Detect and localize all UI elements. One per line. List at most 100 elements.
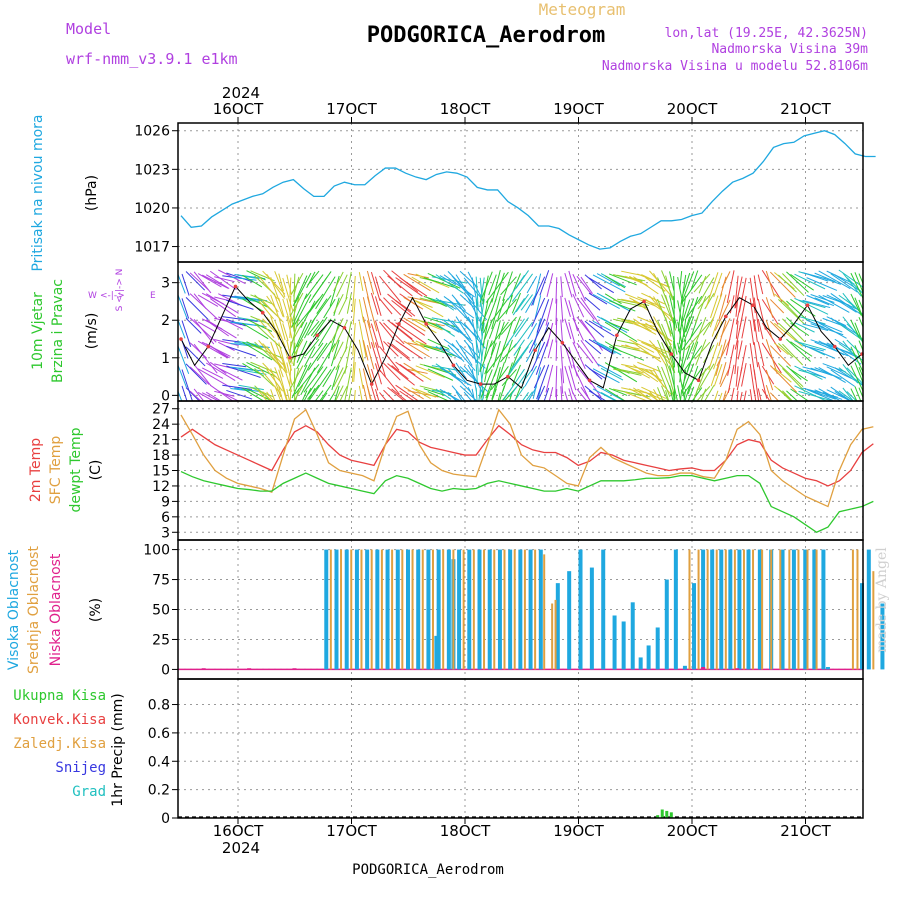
cloud-bar-2 bbox=[247, 668, 252, 670]
wind-barb bbox=[286, 315, 293, 339]
wind-barb bbox=[258, 339, 283, 369]
wind-barb bbox=[333, 367, 344, 387]
wind-barb bbox=[485, 271, 509, 303]
wind-barb bbox=[629, 388, 650, 400]
wind-barb bbox=[798, 369, 823, 378]
wind-barb bbox=[511, 364, 521, 386]
wind-barb bbox=[854, 322, 863, 345]
wind-barb bbox=[753, 342, 759, 368]
wind-barb bbox=[657, 365, 671, 398]
wind-barb bbox=[608, 346, 645, 361]
wind-barb bbox=[850, 365, 863, 393]
wind-barb bbox=[600, 343, 622, 356]
wind-barb bbox=[576, 275, 593, 296]
wind-barb bbox=[439, 275, 457, 286]
wind-barb bbox=[858, 273, 863, 285]
wind-barb bbox=[814, 272, 836, 283]
cloud-bar-1 bbox=[360, 549, 363, 670]
wind-barb bbox=[391, 322, 413, 340]
wind-barb bbox=[806, 294, 830, 306]
wind-barb bbox=[289, 277, 292, 298]
wind-barb bbox=[854, 272, 863, 294]
wind-barb bbox=[282, 387, 288, 401]
wind-barb bbox=[489, 321, 509, 348]
y-tick-label: 6 bbox=[161, 510, 170, 526]
wind-barb bbox=[588, 338, 614, 355]
cloud-bar-0 bbox=[578, 549, 583, 670]
cloud-bar-0 bbox=[354, 549, 359, 670]
wind-barb bbox=[415, 365, 445, 378]
wind-barb bbox=[830, 369, 855, 387]
cloud-bar-1 bbox=[554, 599, 557, 670]
wind-barb bbox=[782, 273, 805, 297]
wind-barb bbox=[197, 391, 215, 401]
wind-barb bbox=[703, 344, 715, 364]
wind-barb bbox=[467, 344, 479, 364]
wind-barb bbox=[604, 293, 622, 305]
wind-barb bbox=[521, 392, 529, 401]
wind-axis-unit: (m/s) bbox=[84, 313, 100, 350]
wind-barb bbox=[209, 361, 227, 375]
y-tick-label: 1026 bbox=[134, 124, 170, 140]
wind-barb bbox=[572, 341, 586, 369]
model-label: Model bbox=[66, 20, 111, 38]
wind-barb bbox=[479, 316, 483, 339]
wind-barb bbox=[729, 295, 735, 314]
cloud-bar-0 bbox=[518, 549, 523, 670]
wind-barb bbox=[515, 293, 529, 313]
wind-barb bbox=[669, 365, 678, 401]
wind-barb bbox=[311, 295, 332, 324]
wind-barb bbox=[185, 317, 202, 334]
wind-speed-point bbox=[832, 344, 837, 349]
wind-barb bbox=[657, 339, 672, 374]
precip-axis-unit: 1hr Precip (mm) bbox=[110, 693, 126, 806]
wind-barb bbox=[778, 343, 794, 358]
wind-barb bbox=[471, 277, 479, 311]
wind-barb bbox=[686, 341, 699, 374]
wind-barb bbox=[769, 345, 792, 367]
footer-station-label: PODGORICA_Aerodrom bbox=[352, 862, 504, 878]
cloud-bar-1 bbox=[697, 549, 700, 670]
wind-speed-point bbox=[669, 352, 674, 356]
wind-barb bbox=[818, 367, 846, 383]
cloud-bar-0 bbox=[719, 549, 724, 670]
wind-barb bbox=[514, 317, 529, 338]
wind-barb bbox=[270, 341, 284, 378]
wind-barb bbox=[496, 298, 517, 322]
wind-barb bbox=[850, 319, 861, 339]
wind-barb bbox=[282, 362, 293, 392]
wind-barb bbox=[506, 318, 525, 346]
x-tick-label: 16OCT bbox=[213, 100, 264, 118]
wind-barb bbox=[509, 369, 529, 398]
wind-barb bbox=[798, 299, 826, 309]
wind-barb bbox=[722, 390, 727, 401]
wind-barb bbox=[178, 345, 190, 375]
wind-barb bbox=[657, 298, 673, 335]
wind-barb bbox=[197, 368, 231, 388]
cloud-bar-0 bbox=[324, 549, 329, 670]
wind-barb bbox=[391, 388, 408, 401]
wind-barb bbox=[258, 275, 278, 300]
wind-barb bbox=[289, 338, 304, 364]
wind-barb bbox=[572, 317, 584, 341]
cloud-bar-1 bbox=[706, 549, 709, 670]
wind-barb bbox=[735, 366, 739, 387]
panel-frame bbox=[177, 678, 864, 819]
wind-barb bbox=[560, 295, 564, 323]
coords-label: lon,lat (19.25E, 42.3625N) bbox=[665, 26, 869, 41]
wind-barb bbox=[439, 320, 460, 333]
wind-barb bbox=[665, 275, 674, 301]
wind-barb bbox=[555, 389, 558, 401]
cloud-bar-2 bbox=[701, 667, 706, 670]
wind-barb bbox=[370, 342, 381, 373]
wind-barb bbox=[515, 270, 529, 289]
wind-barb bbox=[451, 365, 469, 386]
cloud-bar-1 bbox=[797, 549, 800, 670]
wind-barb bbox=[323, 298, 336, 319]
wind-barb bbox=[411, 340, 430, 352]
wind-barb bbox=[423, 388, 446, 396]
wind-barb bbox=[484, 319, 493, 340]
wind-barb bbox=[513, 316, 521, 334]
wind-barb bbox=[683, 389, 687, 401]
wind-barb bbox=[316, 298, 328, 314]
